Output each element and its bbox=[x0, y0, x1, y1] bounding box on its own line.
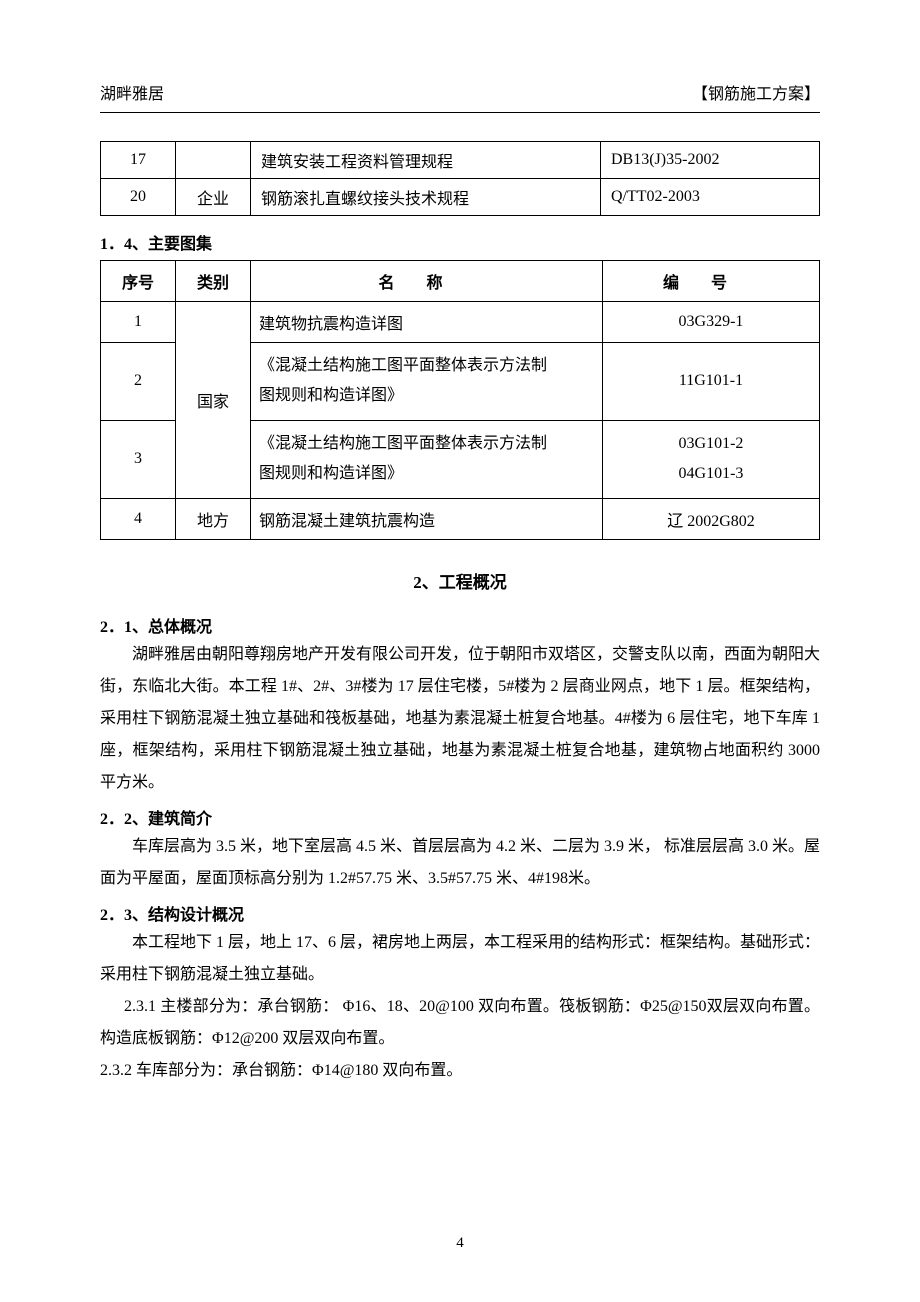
cell-num: 2 bbox=[101, 343, 176, 421]
document-page: 湖畔雅居 【钢筋施工方案】 17 建筑安装工程资料管理规程 DB13(J)35-… bbox=[0, 0, 920, 1302]
cell-code-line2: 04G101-3 bbox=[679, 465, 744, 482]
heading-2-1: 2．1、总体概况 bbox=[100, 613, 820, 637]
table-atlas: 序号 类别 名称 编号 1 国家 建筑物抗震构造详图 03G329-1 2 《混… bbox=[100, 260, 820, 540]
cell-name-line1: 《混凝土结构施工图平面整体表示方法制 bbox=[259, 435, 547, 452]
cell-name: 建筑物抗震构造详图 bbox=[251, 302, 603, 343]
cell-num: 17 bbox=[101, 142, 176, 179]
cell-code: 03G329-1 bbox=[603, 302, 820, 343]
cell-name: 建筑安装工程资料管理规程 bbox=[251, 142, 601, 179]
header-left: 湖畔雅居 bbox=[100, 80, 164, 104]
cell-code-line1: 03G101-2 bbox=[679, 435, 744, 452]
table-row: 17 建筑安装工程资料管理规程 DB13(J)35-2002 bbox=[101, 142, 820, 179]
cell-cat-local: 地方 bbox=[176, 498, 251, 539]
cell-code: 11G101-1 bbox=[603, 343, 820, 421]
cell-code: 03G101-2 04G101-3 bbox=[603, 420, 820, 498]
heading-2: 2、工程概况 bbox=[100, 568, 820, 593]
table-specs-continued: 17 建筑安装工程资料管理规程 DB13(J)35-2002 20 企业 钢筋滚… bbox=[100, 141, 820, 216]
header-right: 【钢筋施工方案】 bbox=[692, 80, 820, 104]
page-header: 湖畔雅居 【钢筋施工方案】 bbox=[100, 80, 820, 113]
heading-2-3: 2．3、结构设计概况 bbox=[100, 901, 820, 925]
cell-name: 钢筋混凝土建筑抗震构造 bbox=[251, 498, 603, 539]
cell-name: 《混凝土结构施工图平面整体表示方法制 图规则和构造详图》 bbox=[251, 343, 603, 421]
cell-name-line1: 《混凝土结构施工图平面整体表示方法制 bbox=[259, 357, 547, 374]
table-row: 4 地方 钢筋混凝土建筑抗震构造 辽 2002G802 bbox=[101, 498, 820, 539]
table-header-row: 序号 类别 名称 编号 bbox=[101, 261, 820, 302]
table-row: 20 企业 钢筋滚扎直螺纹接头技术规程 Q/TT02-2003 bbox=[101, 179, 820, 216]
cell-code: 辽 2002G802 bbox=[603, 498, 820, 539]
heading-2-2: 2．2、建筑简介 bbox=[100, 805, 820, 829]
cell-num: 4 bbox=[101, 498, 176, 539]
cell-cat: 企业 bbox=[176, 179, 251, 216]
cell-cat bbox=[176, 142, 251, 179]
cell-code: Q/TT02-2003 bbox=[601, 179, 820, 216]
paragraph-2-2: 车库层高为 3.5 米，地下室层高 4.5 米、首层层高为 4.2 米、二层为 … bbox=[100, 831, 820, 895]
cell-name: 钢筋滚扎直螺纹接头技术规程 bbox=[251, 179, 601, 216]
th-name: 名称 bbox=[251, 261, 603, 302]
cell-name-line2: 图规则和构造详图》 bbox=[259, 387, 403, 404]
paragraph-2-3-1: 2.3.1 主楼部分为：承台钢筋： Φ16、18、20@100 双向布置。筏板钢… bbox=[100, 991, 820, 1055]
paragraph-2-3-a: 本工程地下 1 层，地上 17、6 层，裙房地上两层，本工程采用的结构形式：框架… bbox=[100, 927, 820, 991]
cell-name: 《混凝土结构施工图平面整体表示方法制 图规则和构造详图》 bbox=[251, 420, 603, 498]
heading-1-4: 1．4、主要图集 bbox=[100, 230, 820, 254]
paragraph-2-1: 湖畔雅居由朝阳尊翔房地产开发有限公司开发，位于朝阳市双塔区，交警支队以南，西面为… bbox=[100, 639, 820, 799]
cell-num: 3 bbox=[101, 420, 176, 498]
paragraph-2-3-2: 2.3.2 车库部分为：承台钢筋：Φ14@180 双向布置。 bbox=[100, 1055, 820, 1087]
page-number: 4 bbox=[0, 1235, 920, 1252]
table-row: 1 国家 建筑物抗震构造详图 03G329-1 bbox=[101, 302, 820, 343]
cell-code: DB13(J)35-2002 bbox=[601, 142, 820, 179]
th-code: 编号 bbox=[603, 261, 820, 302]
cell-cat-national: 国家 bbox=[176, 302, 251, 499]
th-num: 序号 bbox=[101, 261, 176, 302]
th-cat: 类别 bbox=[176, 261, 251, 302]
cell-num: 1 bbox=[101, 302, 176, 343]
cell-name-line2: 图规则和构造详图》 bbox=[259, 465, 403, 482]
cell-num: 20 bbox=[101, 179, 176, 216]
